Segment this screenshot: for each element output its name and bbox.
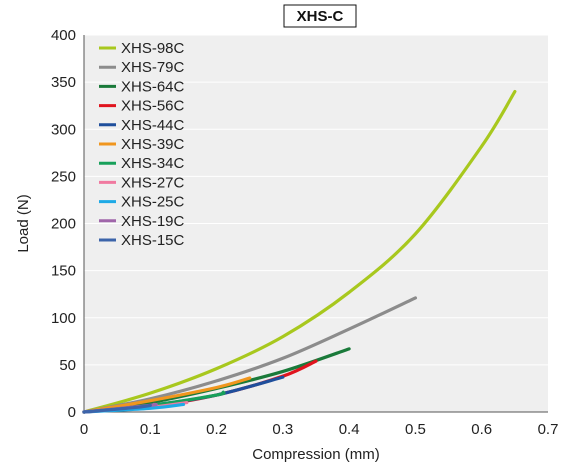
grid	[84, 34, 548, 366]
legend-label: XHS-19C	[121, 213, 185, 230]
chart-title-box	[283, 4, 357, 28]
x-tick-label: 0.3	[272, 421, 293, 438]
chart-title-group: XHS-C	[283, 4, 357, 28]
y-tick-label: 100	[51, 310, 76, 327]
x-tick-label: 0.7	[538, 421, 559, 438]
series-line-xhs-39c	[82, 376, 252, 414]
y-tick-label: 250	[51, 168, 76, 185]
y-axis-title: Load (N)	[15, 194, 32, 252]
legend-label: XHS-79C	[121, 59, 185, 76]
legend: XHS-98C XHS-79C XHS-64C XHS-56C XHS-44C XHS-3…	[99, 40, 185, 249]
legend-label: XHS-98C	[121, 40, 185, 57]
x-tick-label: 0.2	[206, 421, 227, 438]
y-tick-label: 300	[51, 121, 76, 138]
legend-label: XHS-56C	[121, 98, 185, 115]
x-tick-label: 0.5	[405, 421, 426, 438]
y-tick-label: 200	[51, 216, 76, 233]
y-tick-label: 0	[68, 404, 76, 421]
x-axis-title: Compression (mm)	[252, 446, 380, 463]
axes: 0 50 100 150 200 250 300 350 400 0 0.1 0.2 0.3 0.4 0.5…	[51, 27, 558, 438]
chart-title: XHS-C	[297, 8, 344, 25]
y-tick-label: 400	[51, 27, 76, 44]
series-layer	[82, 89, 517, 414]
legend-label: XHS-44C	[121, 117, 185, 134]
legend-label: XHS-39C	[121, 136, 185, 153]
legend-label: XHS-15C	[121, 232, 185, 249]
series-line-xhs-15c	[82, 403, 152, 414]
x-tick-label: 0.4	[339, 421, 360, 438]
series-line-xhs-98c	[82, 89, 517, 414]
y-tick-label: 150	[51, 263, 76, 280]
x-tick-label: 0.6	[471, 421, 492, 438]
legend-label: XHS-34C	[121, 155, 185, 172]
x-tick-label: 0	[80, 421, 88, 438]
y-tick-label: 350	[51, 74, 76, 91]
legend-label: XHS-64C	[121, 78, 185, 95]
x-tick-label: 0.1	[140, 421, 161, 438]
legend-label: XHS-27C	[121, 174, 185, 191]
y-tick-label: 50	[59, 357, 76, 374]
legend-label: XHS-25C	[121, 194, 185, 211]
